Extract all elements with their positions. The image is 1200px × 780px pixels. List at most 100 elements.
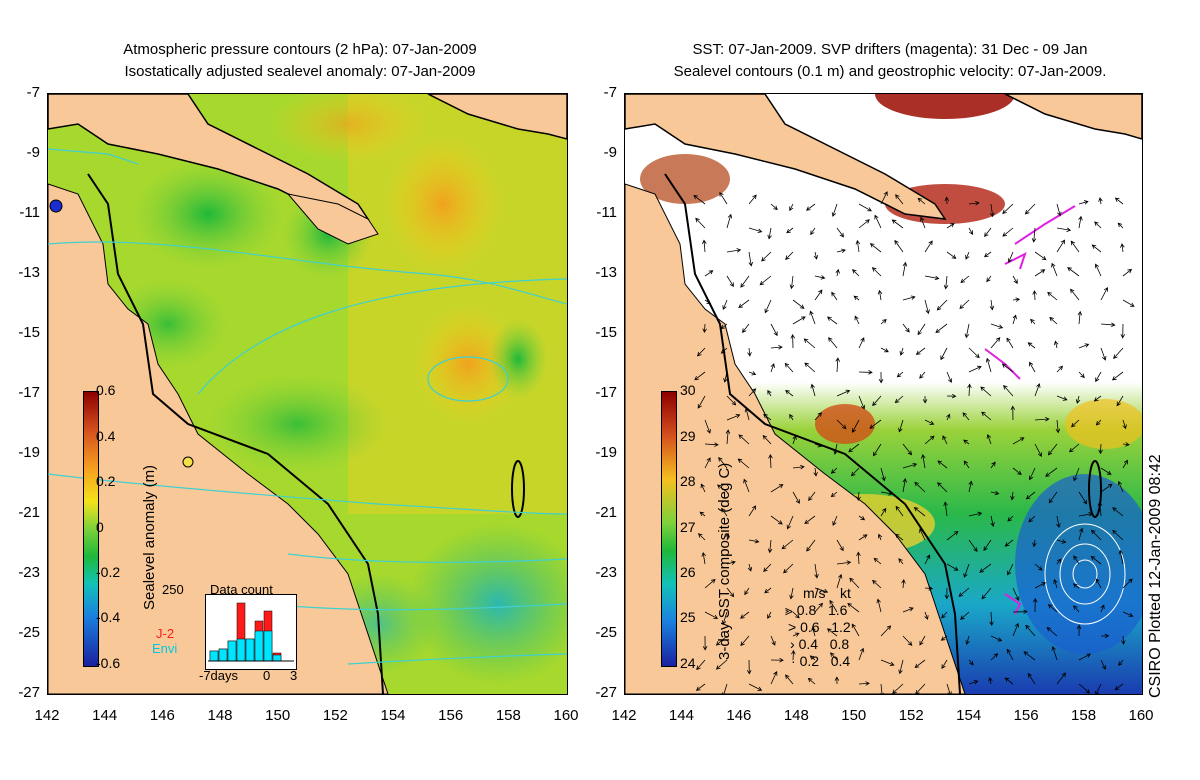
legend-row-3: › 0.4 0.8 xyxy=(790,636,850,652)
velocity-vector xyxy=(829,599,838,613)
sst-colorbar xyxy=(661,391,677,667)
velocity-vector xyxy=(1122,578,1133,589)
velocity-vector xyxy=(1117,480,1124,493)
sla-cb-tick-2: 0.4 xyxy=(96,428,116,444)
velocity-vector xyxy=(699,511,706,517)
data-count-inset xyxy=(205,594,297,670)
velocity-vector xyxy=(858,681,870,686)
velocity-vector xyxy=(785,389,794,397)
sst-cb-tick-6: 25 xyxy=(680,609,696,625)
velocity-vector xyxy=(770,323,778,337)
velocity-vector xyxy=(858,219,870,229)
velocity-vector xyxy=(924,554,931,565)
velocity-vector xyxy=(738,299,750,309)
velocity-vector xyxy=(1073,467,1080,482)
velocity-vector xyxy=(871,267,882,277)
inset-ymax: 250 xyxy=(162,582,184,597)
velocity-vector xyxy=(979,563,992,573)
velocity-vector xyxy=(704,442,719,447)
velocity-vector xyxy=(1034,251,1047,261)
velocity-vector xyxy=(740,275,750,288)
x-tick-left: 160 xyxy=(553,707,579,724)
velocity-vector xyxy=(874,214,882,229)
velocity-vector xyxy=(704,611,719,619)
velocity-vector xyxy=(902,295,916,301)
velocity-vector xyxy=(943,275,949,290)
velocity-vector xyxy=(717,484,728,493)
sst-cb-tick-3: 28 xyxy=(680,473,696,489)
velocity-vector xyxy=(946,251,957,259)
velocity-vector xyxy=(986,275,992,283)
velocity-vector xyxy=(981,411,992,421)
x-tick-right: 152 xyxy=(898,707,924,724)
sst-cb-tick-5: 26 xyxy=(680,564,696,580)
velocity-vector xyxy=(924,435,935,445)
velocity-vector xyxy=(963,460,970,469)
velocity-vector xyxy=(723,371,728,383)
velocity-vector xyxy=(704,419,711,434)
velocity-vector xyxy=(1120,323,1126,339)
velocity-vector xyxy=(704,299,712,305)
hist-bar-envi xyxy=(236,638,246,662)
velocity-vector xyxy=(855,239,861,253)
velocity-vector xyxy=(702,635,708,651)
velocity-vector xyxy=(770,363,775,373)
sst-cb-tick-2: 29 xyxy=(680,428,696,444)
velocity-vector xyxy=(748,505,757,517)
velocity-vector xyxy=(1070,288,1080,301)
right-map-panel[interactable] xyxy=(624,93,1143,695)
velocity-vector xyxy=(810,383,816,397)
hist-bar-envi xyxy=(272,654,282,662)
velocity-vector xyxy=(806,539,816,552)
velocity-vector xyxy=(810,227,816,236)
x-tick-right: 158 xyxy=(1071,707,1097,724)
velocity-vector xyxy=(849,577,860,589)
velocity-vector xyxy=(740,635,750,647)
hist-bar-envi xyxy=(254,630,264,662)
velocity-vector xyxy=(937,482,948,493)
velocity-vector xyxy=(919,528,926,541)
velocity-vector xyxy=(990,653,999,661)
velocity-vector xyxy=(761,251,772,262)
velocity-vector xyxy=(892,683,904,694)
velocity-vector xyxy=(1056,227,1072,232)
inset-x-left: -7days xyxy=(199,668,239,683)
velocity-vector xyxy=(989,203,995,218)
velocity-vector xyxy=(1012,609,1028,615)
velocity-vector xyxy=(1047,443,1058,456)
velocity-vector xyxy=(989,299,995,311)
velocity-vector xyxy=(792,464,805,470)
velocity-vector xyxy=(877,533,883,541)
velocity-vector xyxy=(726,248,742,253)
y-tick-right: -9 xyxy=(603,144,617,161)
velocity-vector xyxy=(1012,275,1018,285)
x-tick-left: 150 xyxy=(265,707,291,724)
velocity-vector xyxy=(965,251,970,260)
velocity-vector xyxy=(1068,443,1080,453)
left-map-panel[interactable] xyxy=(47,93,568,695)
velocity-vector xyxy=(1004,539,1014,547)
x-tick-right: 156 xyxy=(1013,707,1039,724)
y-tick-right: -17 xyxy=(595,384,617,401)
velocity-vector xyxy=(1078,512,1094,517)
velocity-vector xyxy=(851,623,860,637)
velocity-vector xyxy=(990,323,1004,329)
y-tick-right: -27 xyxy=(595,684,617,701)
velocity-vector xyxy=(941,659,948,669)
x-tick-left: 142 xyxy=(34,707,60,724)
velocity-vector xyxy=(836,248,846,254)
velocity-vector xyxy=(1045,467,1058,477)
velocity-vector xyxy=(872,579,882,589)
hist-bar-envi xyxy=(227,640,237,662)
velocity-vector xyxy=(1012,437,1025,445)
velocity-vector xyxy=(924,275,940,281)
velocity-vector xyxy=(895,194,904,205)
velocity-vector xyxy=(1078,215,1083,229)
velocity-vector xyxy=(697,347,706,357)
sst-cb-tick-4: 27 xyxy=(680,519,696,535)
velocity-vector xyxy=(917,323,926,336)
velocity-vector xyxy=(924,240,933,253)
sla-cb-tick-4: 0 xyxy=(96,519,104,535)
x-tick-right: 150 xyxy=(841,707,867,724)
inset-series2: Envi xyxy=(152,641,178,656)
